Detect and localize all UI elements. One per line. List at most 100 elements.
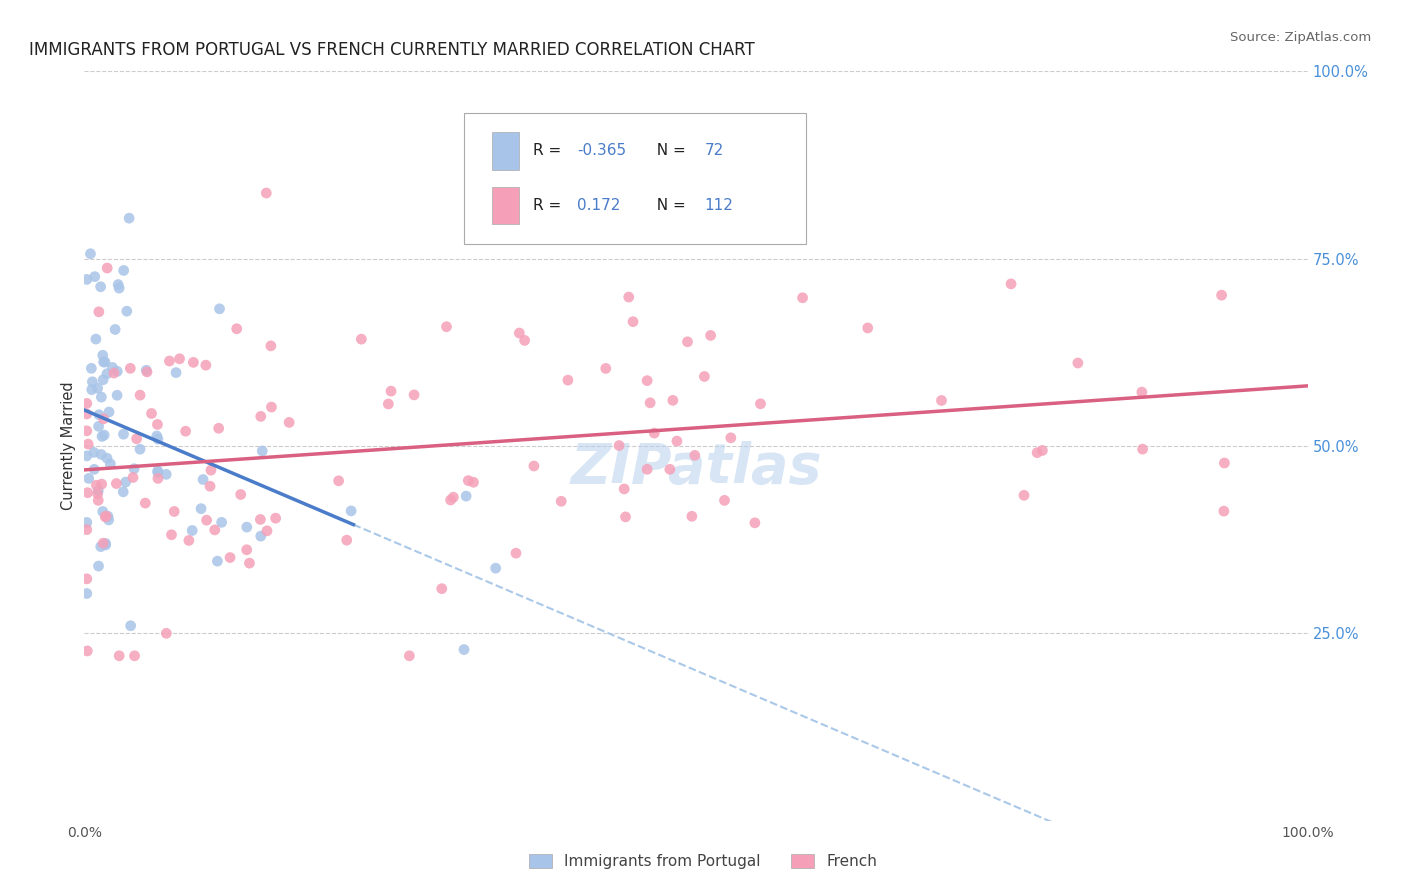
Point xyxy=(249,409,271,424)
Point xyxy=(457,474,479,488)
Point xyxy=(108,281,131,295)
Point xyxy=(98,457,121,471)
Point xyxy=(238,556,260,570)
Point xyxy=(76,572,98,586)
Point xyxy=(380,384,402,398)
Point xyxy=(83,269,105,284)
Point xyxy=(134,496,156,510)
Point xyxy=(112,427,135,442)
Point xyxy=(513,334,536,348)
Point xyxy=(93,412,115,426)
FancyBboxPatch shape xyxy=(464,112,806,244)
Point xyxy=(91,429,114,443)
Point xyxy=(122,461,145,475)
Point xyxy=(683,449,706,463)
Point xyxy=(79,246,101,260)
Point xyxy=(160,528,183,542)
Point xyxy=(169,351,191,366)
Point xyxy=(453,642,475,657)
Point xyxy=(129,442,152,457)
Point xyxy=(93,355,115,369)
Point xyxy=(211,516,233,530)
Text: 72: 72 xyxy=(704,144,724,159)
Text: -0.365: -0.365 xyxy=(578,144,627,159)
Point xyxy=(439,493,461,508)
Point xyxy=(76,272,98,286)
Point xyxy=(91,504,114,518)
Bar xyxy=(492,132,519,169)
Point xyxy=(155,626,177,640)
Point xyxy=(93,428,115,442)
Point xyxy=(87,419,110,434)
Point xyxy=(931,393,953,408)
Point xyxy=(229,487,252,501)
Point xyxy=(1213,456,1236,470)
Text: N =: N = xyxy=(647,198,690,213)
Point xyxy=(235,542,257,557)
Point xyxy=(607,438,630,452)
Point xyxy=(104,322,127,336)
Point xyxy=(98,405,121,419)
Point xyxy=(550,494,572,508)
Point xyxy=(87,493,110,508)
Point xyxy=(699,328,721,343)
Point xyxy=(681,509,703,524)
Point xyxy=(249,512,271,526)
Point xyxy=(219,550,242,565)
Point xyxy=(103,366,125,380)
Point xyxy=(84,332,107,346)
Point xyxy=(146,466,169,480)
Point xyxy=(1026,445,1049,459)
Point xyxy=(108,648,131,663)
Point xyxy=(236,520,259,534)
Point xyxy=(107,277,129,292)
Point xyxy=(97,513,120,527)
Point xyxy=(436,319,458,334)
Text: R =: R = xyxy=(533,198,567,213)
Point xyxy=(114,475,136,489)
Point xyxy=(105,476,128,491)
Point xyxy=(77,471,100,485)
Point xyxy=(621,315,644,329)
Point xyxy=(83,462,105,476)
Point xyxy=(91,373,114,387)
Point xyxy=(557,373,579,387)
Point xyxy=(76,407,98,421)
Point xyxy=(155,467,177,482)
Point xyxy=(94,355,117,369)
Point xyxy=(200,463,222,477)
Point xyxy=(112,263,135,277)
Point xyxy=(120,619,142,633)
Point xyxy=(1211,288,1233,302)
Point xyxy=(693,369,716,384)
Point xyxy=(720,431,742,445)
Point xyxy=(278,416,301,430)
Point xyxy=(1000,277,1022,291)
Point xyxy=(523,458,546,473)
Point xyxy=(90,447,112,461)
Point xyxy=(87,408,110,422)
Point xyxy=(1031,443,1053,458)
Point xyxy=(112,484,135,499)
Point xyxy=(80,361,103,376)
Point xyxy=(141,407,163,421)
Point xyxy=(146,464,169,478)
Point xyxy=(86,381,108,395)
Point xyxy=(96,260,118,275)
Point xyxy=(856,321,879,335)
Point xyxy=(1130,385,1153,400)
Text: N =: N = xyxy=(647,144,690,159)
Legend: Immigrants from Portugal, French: Immigrants from Portugal, French xyxy=(523,848,883,875)
Point xyxy=(1067,356,1090,370)
Point xyxy=(146,471,169,485)
Point xyxy=(377,397,399,411)
Point xyxy=(82,375,104,389)
Point xyxy=(87,559,110,574)
Bar xyxy=(492,186,519,224)
Point xyxy=(76,424,98,438)
Point xyxy=(90,477,112,491)
Point xyxy=(398,648,420,663)
Point xyxy=(249,529,271,543)
Point xyxy=(441,490,464,504)
Point xyxy=(124,648,146,663)
